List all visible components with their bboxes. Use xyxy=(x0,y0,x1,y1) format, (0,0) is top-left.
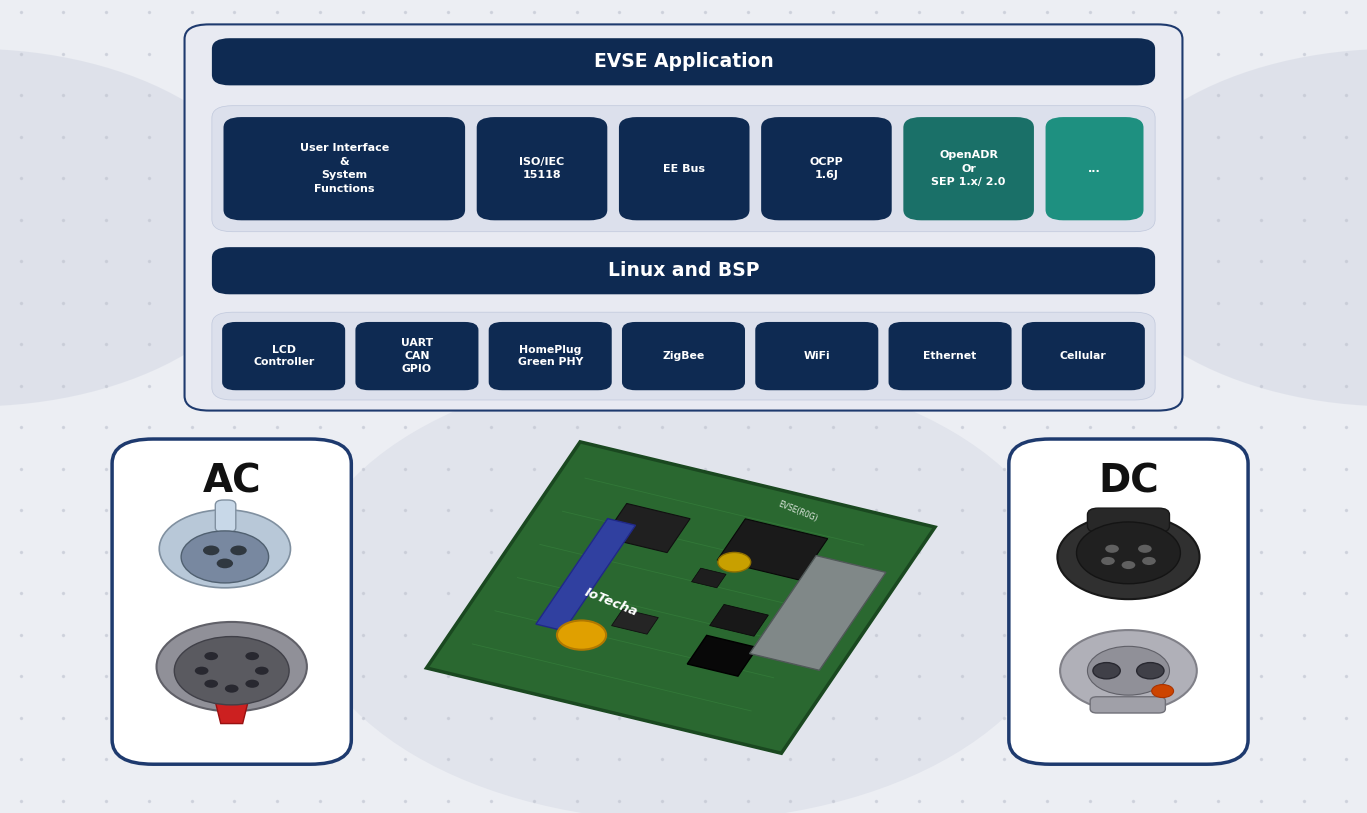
Circle shape xyxy=(718,552,750,572)
Circle shape xyxy=(1094,49,1367,406)
Polygon shape xyxy=(749,555,886,670)
Circle shape xyxy=(1137,545,1151,553)
Circle shape xyxy=(204,652,217,660)
Circle shape xyxy=(1143,557,1156,565)
FancyBboxPatch shape xyxy=(756,322,878,390)
Text: IoTecha: IoTecha xyxy=(582,586,640,620)
FancyBboxPatch shape xyxy=(622,322,745,390)
FancyBboxPatch shape xyxy=(619,117,749,220)
Text: Linux and BSP: Linux and BSP xyxy=(608,261,759,280)
Circle shape xyxy=(224,685,239,693)
Text: Cellular: Cellular xyxy=(1059,351,1107,361)
FancyBboxPatch shape xyxy=(1088,508,1170,533)
Circle shape xyxy=(556,620,606,650)
Text: AC: AC xyxy=(202,463,261,500)
Circle shape xyxy=(1058,515,1200,599)
Polygon shape xyxy=(427,441,935,754)
Text: ISO/IEC
15118: ISO/IEC 15118 xyxy=(519,157,565,180)
FancyBboxPatch shape xyxy=(1009,439,1248,764)
FancyBboxPatch shape xyxy=(112,439,351,764)
Circle shape xyxy=(1121,561,1135,569)
Text: WiFi: WiFi xyxy=(804,351,830,361)
Circle shape xyxy=(180,531,268,583)
Circle shape xyxy=(216,559,232,568)
FancyBboxPatch shape xyxy=(889,322,1012,390)
Text: EVSE Application: EVSE Application xyxy=(593,52,774,72)
Text: LCD
Controller: LCD Controller xyxy=(253,345,314,367)
Polygon shape xyxy=(536,519,636,631)
Polygon shape xyxy=(215,702,249,724)
Circle shape xyxy=(156,622,306,711)
Polygon shape xyxy=(709,604,768,637)
FancyBboxPatch shape xyxy=(185,24,1182,411)
FancyBboxPatch shape xyxy=(1046,117,1143,220)
Text: Ethernet: Ethernet xyxy=(924,351,976,361)
Text: OpenADR
Or
SEP 1.x/ 2.0: OpenADR Or SEP 1.x/ 2.0 xyxy=(931,150,1006,187)
Text: ...: ... xyxy=(1088,163,1100,174)
Text: UART
CAN
GPIO: UART CAN GPIO xyxy=(401,338,433,374)
Circle shape xyxy=(174,637,290,705)
FancyBboxPatch shape xyxy=(1091,697,1165,713)
FancyBboxPatch shape xyxy=(1021,322,1144,390)
Text: User Interface
&
System
Functions: User Interface & System Functions xyxy=(299,143,390,194)
Text: DC: DC xyxy=(1098,463,1159,500)
Circle shape xyxy=(254,667,268,675)
Text: HomePlug
Green PHY: HomePlug Green PHY xyxy=(518,345,582,367)
FancyBboxPatch shape xyxy=(477,117,607,220)
FancyBboxPatch shape xyxy=(221,322,344,390)
Circle shape xyxy=(0,49,273,406)
Circle shape xyxy=(159,510,290,588)
Polygon shape xyxy=(688,635,757,676)
FancyBboxPatch shape xyxy=(224,117,465,220)
FancyBboxPatch shape xyxy=(212,106,1155,232)
Circle shape xyxy=(204,680,217,688)
FancyBboxPatch shape xyxy=(212,312,1155,400)
Polygon shape xyxy=(611,609,659,634)
Circle shape xyxy=(1077,522,1180,584)
FancyBboxPatch shape xyxy=(212,38,1155,85)
Text: EVSE(R0G): EVSE(R0G) xyxy=(776,500,819,524)
Text: EE Bus: EE Bus xyxy=(663,163,705,174)
FancyBboxPatch shape xyxy=(761,117,891,220)
Text: OCPP
1.6J: OCPP 1.6J xyxy=(809,157,843,180)
FancyBboxPatch shape xyxy=(197,673,267,691)
FancyBboxPatch shape xyxy=(212,247,1155,294)
Circle shape xyxy=(1102,557,1115,565)
Circle shape xyxy=(230,546,246,555)
FancyBboxPatch shape xyxy=(215,500,235,533)
Circle shape xyxy=(1152,685,1173,698)
Circle shape xyxy=(1092,663,1121,679)
Circle shape xyxy=(1061,630,1197,711)
Circle shape xyxy=(202,546,219,555)
Circle shape xyxy=(194,667,208,675)
Circle shape xyxy=(301,366,1066,813)
Circle shape xyxy=(1088,646,1170,695)
Text: ZigBee: ZigBee xyxy=(663,351,704,361)
Circle shape xyxy=(1137,663,1165,679)
Circle shape xyxy=(246,652,260,660)
FancyBboxPatch shape xyxy=(489,322,612,390)
Circle shape xyxy=(1105,545,1118,553)
Circle shape xyxy=(246,680,260,688)
Polygon shape xyxy=(692,568,726,588)
Polygon shape xyxy=(604,503,690,553)
FancyBboxPatch shape xyxy=(355,322,478,390)
Polygon shape xyxy=(718,519,827,580)
FancyBboxPatch shape xyxy=(904,117,1033,220)
